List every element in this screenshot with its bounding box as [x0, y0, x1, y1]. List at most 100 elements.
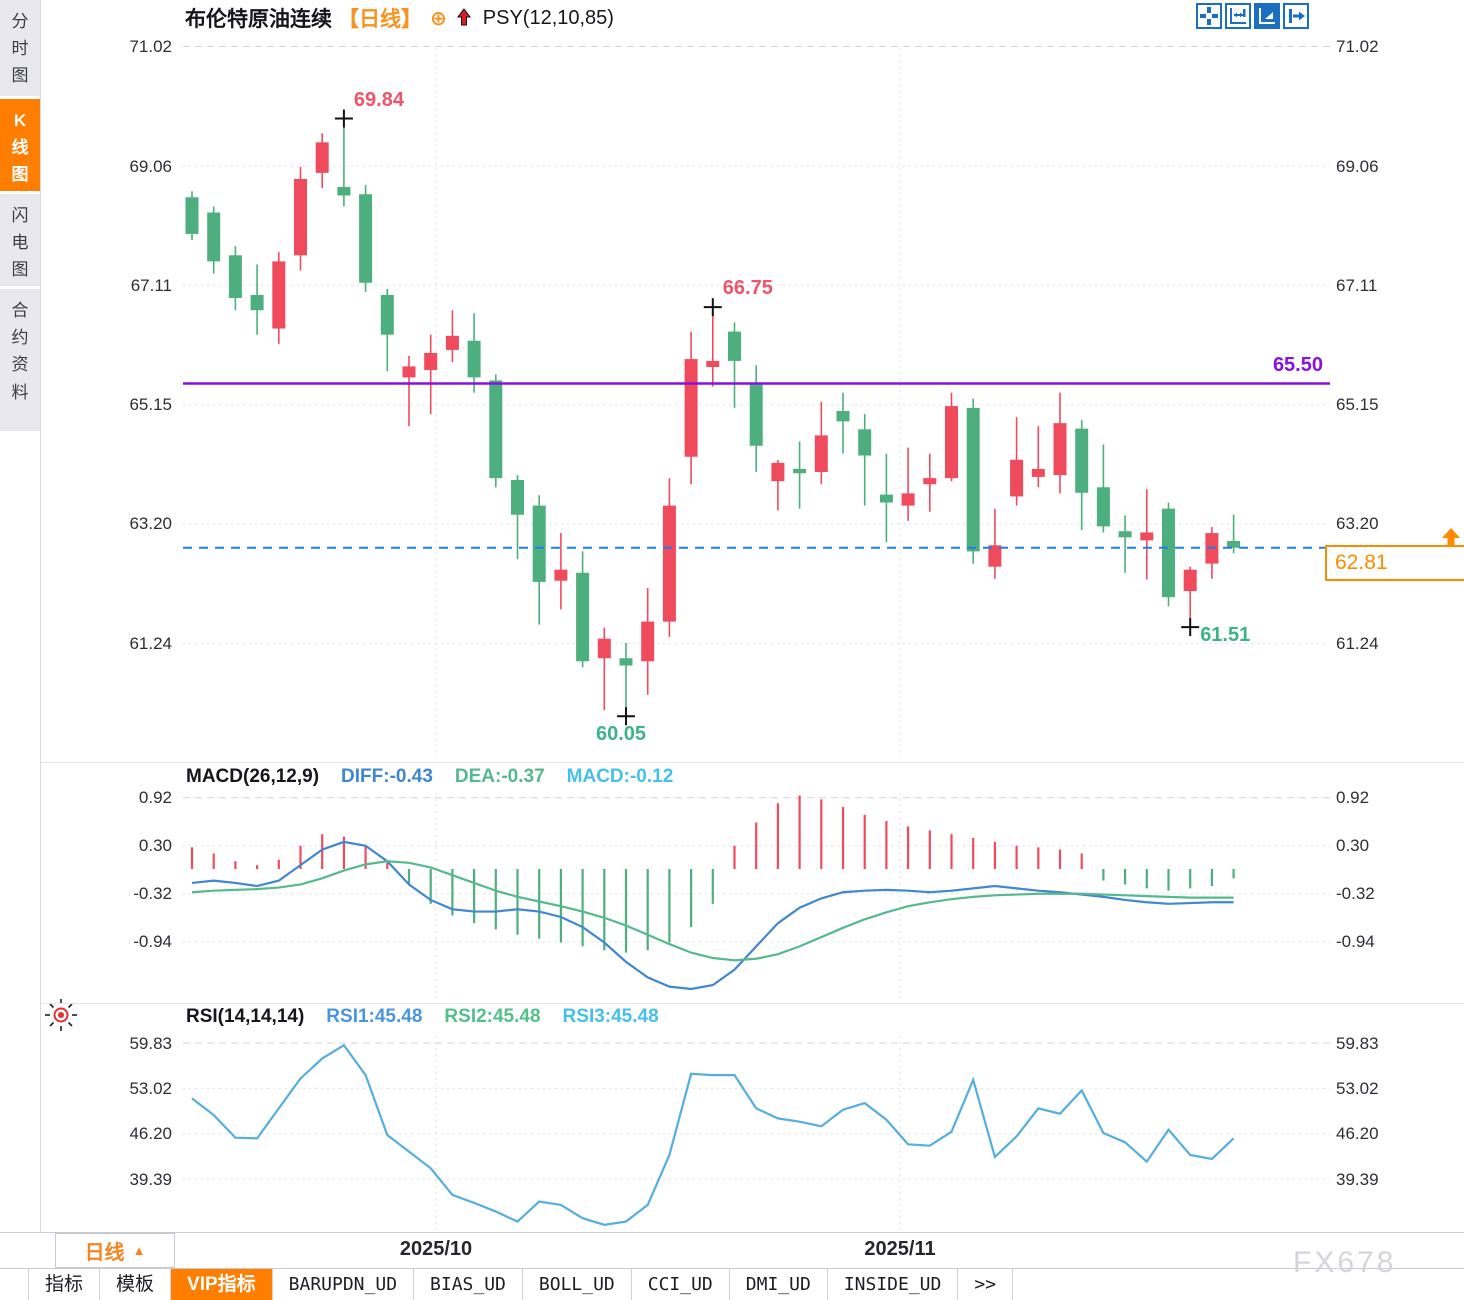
sun-marker-icon[interactable]: [44, 998, 78, 1032]
candle: [1227, 541, 1241, 548]
sidebar-tab-label: 分时图: [11, 12, 29, 86]
symbol-name: 布伦特原油连续: [185, 8, 332, 31]
candle: [1162, 508, 1175, 598]
candle: [185, 197, 199, 234]
axis-label: 46.20: [129, 1124, 172, 1144]
zoom-vertical-axis-icon[interactable]: [1254, 3, 1280, 29]
macd-panel-separator: [41, 762, 1464, 763]
tab-cci-ud[interactable]: CCI_UD: [631, 1269, 730, 1300]
axis-label: 69.06: [1336, 156, 1379, 176]
horizontal-line-label: 65.50: [1272, 354, 1323, 376]
candle: [207, 212, 221, 262]
tab-templates[interactable]: 模板: [100, 1269, 172, 1300]
candle: [1031, 468, 1045, 477]
tab-indicators[interactable]: 指标: [29, 1269, 101, 1300]
zoom-horizontal-axis-icon[interactable]: [1225, 3, 1251, 29]
last-price-tag: 62.81: [1325, 545, 1464, 581]
period-selector[interactable]: 日线 ▲: [55, 1233, 175, 1268]
candle: [1183, 569, 1197, 592]
candle: [467, 340, 481, 378]
candle: [728, 331, 741, 361]
overlay-indicator-label: PSY(12,10,85): [482, 6, 614, 29]
axis-label: 65.15: [129, 395, 172, 415]
x-axis-date-label: 2025/11: [864, 1238, 936, 1260]
candle: [706, 360, 720, 368]
axis-label: 69.06: [129, 156, 172, 176]
candle: [1010, 459, 1024, 497]
candle: [228, 255, 242, 299]
candle: [945, 406, 958, 479]
candle: [901, 493, 915, 506]
price-marker-label: 66.75: [722, 277, 773, 300]
candle: [771, 462, 785, 482]
candle: [380, 294, 394, 335]
tab-contract-info[interactable]: 合约资料: [0, 289, 40, 431]
tab-vip-indicators[interactable]: VIP指标: [171, 1269, 273, 1300]
axis-label: 61.24: [129, 634, 172, 654]
tab-time-chart[interactable]: 分时图: [0, 0, 40, 96]
tab-dmi-ud[interactable]: DMI_UD: [729, 1269, 828, 1300]
axis-label: 63.20: [1336, 514, 1379, 534]
chart-title-row: 布伦特原油连续 【日线】 ⊕ PSY(12,10,85): [185, 4, 614, 32]
tab-barupdn-ud[interactable]: BARUPDN_UD: [272, 1269, 415, 1300]
candle: [489, 380, 503, 479]
candle: [554, 569, 568, 581]
macd-title[interactable]: MACD(26,12,9): [186, 766, 320, 787]
rsi1-value: RSI1:45.48: [326, 1006, 423, 1027]
tab-boll-ud[interactable]: BOLL_UD: [522, 1269, 632, 1300]
axis-label: 59.83: [129, 1033, 172, 1053]
macd-dea-line: [191, 860, 1234, 962]
crosshair-move-icon[interactable]: [1196, 3, 1222, 29]
chart-toolbar: [1196, 3, 1309, 29]
candle: [359, 194, 373, 283]
rsi-line: [191, 1043, 1235, 1226]
axis-label: 0.92: [138, 788, 172, 808]
price-up-arrow-icon: [1442, 528, 1460, 545]
sidebar-tab-label: 合约资料: [11, 301, 29, 402]
macd-header: MACD(26,12,9) DIFF:-0.43 DEA:-0.37 MACD:…: [186, 766, 673, 788]
axis-label: 61.24: [1336, 634, 1379, 654]
pan-right-icon[interactable]: [1283, 3, 1309, 29]
candle: [597, 638, 611, 659]
tab-candlestick-chart[interactable]: K线图: [0, 99, 40, 191]
bottom-axis-separator: [0, 1232, 1464, 1233]
macd-diff-line: [191, 840, 1234, 991]
candle: [532, 505, 546, 582]
price-marker-label: 69.84: [353, 88, 404, 111]
axis-label: -0.94: [1336, 932, 1375, 952]
axis-label: 71.02: [129, 37, 172, 56]
axis-label: -0.94: [133, 932, 172, 952]
axis-label: 67.11: [1336, 275, 1378, 295]
candle: [858, 429, 872, 456]
up-arrow-icon: [456, 8, 471, 26]
candle: [793, 468, 807, 474]
candle: [662, 505, 676, 622]
candle: [1118, 531, 1132, 538]
macd-diff-value: DIFF:-0.43: [341, 766, 433, 787]
add-indicator-icon[interactable]: ⊕: [430, 7, 447, 30]
candle: [641, 621, 655, 662]
candle: [684, 359, 698, 457]
indicator-tab-bar: 指标 模板 VIP指标 BARUPDN_UD BIAS_UD BOLL_UD CCI_UD D…: [28, 1269, 1014, 1300]
candle: [1096, 487, 1110, 527]
candle: [272, 261, 286, 329]
tab-more[interactable]: >>: [958, 1269, 1014, 1300]
rsi-title[interactable]: RSI(14,14,14): [186, 1006, 305, 1027]
candle: [576, 572, 590, 662]
candle: [879, 494, 893, 503]
candle: [749, 383, 763, 446]
tab-bias-ud[interactable]: BIAS_UD: [414, 1269, 523, 1300]
candle: [1053, 423, 1067, 476]
macd-macd-value: MACD:-0.12: [566, 766, 674, 787]
tab-inside-ud[interactable]: INSIDE_UD: [827, 1269, 959, 1300]
candle: [337, 186, 351, 196]
axis-label: 46.20: [1336, 1124, 1379, 1144]
candle: [402, 366, 416, 378]
candle: [923, 478, 937, 485]
candle: [619, 658, 633, 666]
axis-label: 71.02: [1336, 37, 1379, 56]
tab-flash-chart[interactable]: 闪电图: [0, 194, 40, 286]
period-selector-label: 日线: [84, 1242, 125, 1264]
candle: [511, 479, 524, 515]
